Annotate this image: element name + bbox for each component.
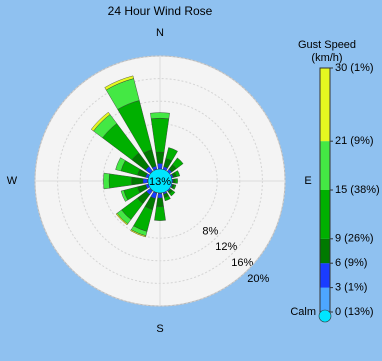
compass-label: E [304, 175, 311, 187]
rose-segment [115, 213, 128, 226]
rose-segment [142, 178, 148, 184]
ring-label: 8% [202, 225, 218, 237]
colorbar-label: 30 (1%) [335, 62, 374, 74]
rose-segment [103, 172, 110, 190]
compass-label: W [7, 175, 18, 187]
colorbar-label: 3 (1%) [335, 282, 367, 294]
colorbar-label: 6 (9%) [335, 257, 367, 269]
rose-segment [156, 197, 164, 207]
colorbar-band [320, 68, 330, 142]
legend-unit: (km/h) [311, 52, 342, 64]
rose-segment [115, 157, 126, 172]
rose-segment [172, 184, 177, 190]
colorbar-label: 15 (38%) [335, 184, 380, 196]
ring-label: 16% [231, 257, 253, 269]
calm-circle [147, 168, 173, 194]
rose-segment [165, 147, 178, 162]
rose-segment [157, 193, 163, 199]
rose-segment [174, 170, 181, 177]
calm-legend-label: Calm [290, 306, 316, 318]
legend-title: Gust Speed [298, 39, 356, 51]
rose-segment [90, 111, 111, 132]
calm-label: 13% [149, 176, 171, 188]
colorbar-band [320, 287, 330, 312]
compass-label: N [156, 27, 164, 39]
rose-segment [130, 229, 147, 238]
chart-title: 24 Hour Wind Rose [108, 4, 213, 18]
rose-segment [175, 178, 178, 184]
rose-segment [120, 190, 129, 202]
rose-segment [150, 112, 170, 120]
rose-segment [172, 157, 184, 169]
rose-segment [104, 75, 134, 91]
rose-segment [154, 206, 166, 221]
rose-segment [164, 195, 171, 202]
compass-label: S [156, 323, 163, 335]
colorbar-label: 9 (26%) [335, 233, 374, 245]
rose-segment [172, 178, 176, 184]
rose-segment [131, 176, 144, 186]
rose-segment [157, 163, 163, 170]
calm-legend-swatch [318, 309, 332, 323]
colorbar-band [320, 238, 330, 264]
colorbar-label: 21 (9%) [335, 135, 374, 147]
colorbar-band [320, 263, 330, 288]
rose-segment [169, 190, 176, 197]
colorbar-band [320, 190, 330, 239]
rose-segment [155, 151, 165, 164]
colorbar-label: 0 (13%) [335, 306, 374, 318]
ring-label: 12% [215, 241, 237, 253]
colorbar-band [320, 141, 330, 190]
ring-label: 20% [247, 273, 269, 285]
